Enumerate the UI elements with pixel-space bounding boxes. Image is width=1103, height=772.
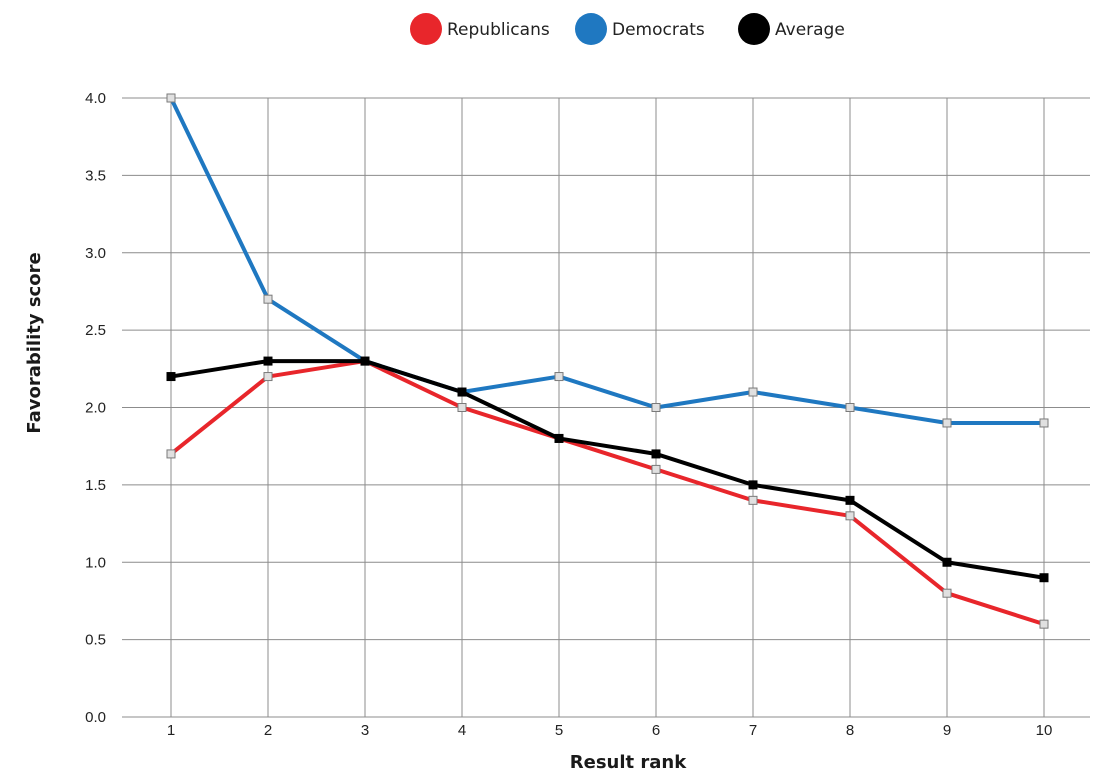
x-tick-label: 1: [167, 722, 175, 739]
x-tick-label: 2: [264, 722, 272, 739]
data-point-average: [263, 356, 273, 366]
legend-swatch-democrats: [575, 13, 607, 45]
x-tick-label: 5: [555, 722, 563, 739]
data-point-democrats: [748, 387, 758, 397]
series-line-republicans: [169, 359, 1046, 627]
x-tick-label: 4: [458, 722, 466, 739]
series-republicans: [166, 356, 1049, 629]
data-point-republicans: [457, 403, 467, 412]
data-point-republicans: [748, 495, 758, 505]
y-tick-label: 0.0: [85, 709, 106, 726]
y-tick-label: 3.5: [85, 167, 106, 184]
grid: [122, 97, 1090, 718]
data-point-average: [457, 387, 467, 397]
legend-item-democrats: Democrats: [575, 13, 705, 45]
x-axis-title: Result rank: [570, 752, 687, 772]
x-tick-label: 6: [652, 722, 660, 739]
data-point-average: [554, 433, 564, 443]
y-tick-label: 1.5: [85, 477, 106, 494]
y-tick-label: 1.0: [85, 554, 106, 571]
y-tick-label: 2.0: [85, 400, 106, 417]
data-point-democrats: [845, 403, 855, 412]
data-point-average: [360, 356, 370, 366]
legend-swatch-average: [738, 13, 770, 45]
series-line-average: [169, 359, 1046, 580]
data-point-democrats: [554, 372, 564, 382]
series-average: [166, 356, 1049, 583]
data-point-democrats: [651, 403, 661, 412]
data-point-republicans: [651, 464, 661, 474]
data-point-republicans: [1039, 619, 1049, 629]
y-axis-ticks: 0.0 0.5 1.0 1.5 2.0 2.5 3.0 3.5 4.0: [85, 90, 106, 726]
data-point-average: [1039, 573, 1049, 583]
series-lines: [166, 93, 1049, 629]
data-point-republicans: [845, 511, 855, 521]
data-point-average: [166, 372, 176, 382]
legend-label-democrats: Democrats: [612, 20, 705, 40]
y-tick-label: 4.0: [85, 90, 106, 107]
y-tick-label: 2.5: [85, 322, 106, 339]
data-point-average: [845, 495, 855, 505]
data-point-democrats: [263, 294, 273, 304]
legend-label-republicans: Republicans: [447, 20, 550, 40]
y-tick-label: 0.5: [85, 632, 106, 649]
data-point-republicans: [166, 449, 176, 459]
x-tick-label: 10: [1036, 722, 1053, 739]
x-tick-label: 3: [361, 722, 369, 739]
series-line-democrats: [169, 96, 1046, 425]
legend: Republicans Democrats Average: [410, 13, 845, 45]
x-axis-ticks: 1 2 3 4 5 6 7 8 9 10: [167, 722, 1053, 739]
legend-item-republicans: Republicans: [410, 13, 550, 45]
data-point-average: [651, 449, 661, 459]
data-point-average: [748, 480, 758, 490]
data-point-republicans: [263, 372, 273, 382]
x-tick-label: 8: [846, 722, 854, 739]
y-axis-title: Favorability score: [24, 252, 45, 433]
data-point-democrats: [166, 93, 176, 103]
data-point-republicans: [942, 588, 952, 598]
y-tick-label: 3.0: [85, 245, 106, 262]
data-point-democrats: [1039, 418, 1049, 428]
x-tick-label: 7: [749, 722, 757, 739]
legend-item-average: Average: [738, 13, 845, 45]
series-democrats: [166, 93, 1049, 428]
legend-swatch-republicans: [410, 13, 442, 45]
data-point-average: [942, 557, 952, 567]
legend-label-average: Average: [775, 20, 845, 40]
x-tick-label: 9: [943, 722, 951, 739]
data-point-democrats: [942, 418, 952, 428]
